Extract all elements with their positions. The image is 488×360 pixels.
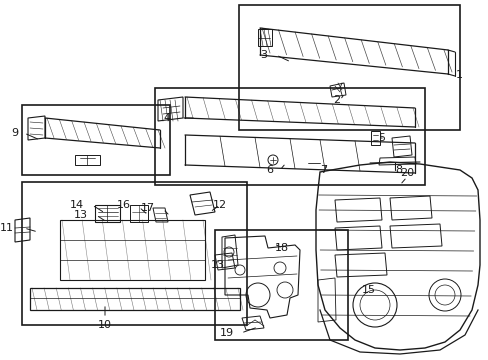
Text: 19: 19 (220, 328, 234, 338)
Text: 17: 17 (141, 203, 155, 213)
Text: 20: 20 (399, 168, 413, 178)
Text: 6: 6 (265, 165, 272, 175)
Text: 5: 5 (377, 133, 384, 143)
Bar (239, 5, 459, 130)
Text: 12: 12 (213, 200, 226, 210)
Bar (215, 230, 347, 340)
Text: 3: 3 (260, 50, 266, 60)
Text: 4: 4 (163, 113, 171, 123)
Text: 13: 13 (74, 210, 88, 220)
Text: 11: 11 (0, 223, 14, 233)
Text: 13: 13 (210, 260, 224, 270)
Text: 7: 7 (319, 165, 326, 175)
Text: 14: 14 (70, 200, 84, 210)
Text: 8: 8 (394, 165, 401, 175)
Text: 15: 15 (361, 285, 375, 295)
Text: 16: 16 (117, 200, 131, 210)
Text: 10: 10 (98, 320, 112, 330)
Bar (22, 182, 246, 325)
Text: 2: 2 (332, 95, 340, 105)
Bar (22, 105, 170, 175)
Text: 9: 9 (11, 128, 18, 138)
Bar (155, 88, 424, 185)
Text: 1: 1 (455, 70, 462, 80)
Text: 18: 18 (274, 243, 288, 253)
